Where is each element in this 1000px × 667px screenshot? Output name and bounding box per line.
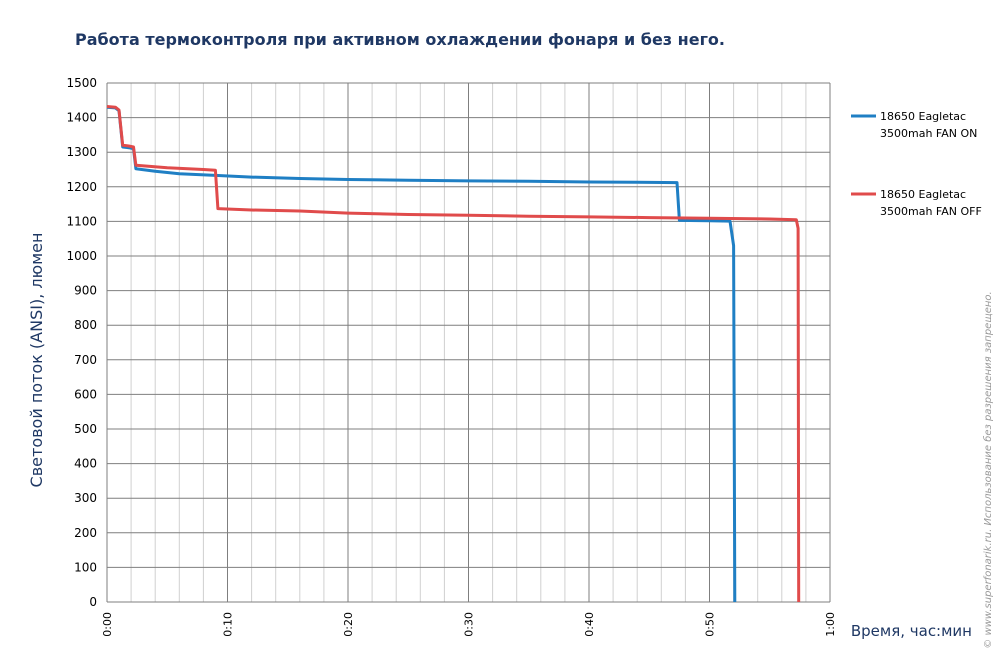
x-tick-label: 0:40 — [583, 612, 596, 637]
x-tick-labels: 0:00 0:10 0:20 0:30 0:40 0:50 1:00 — [101, 612, 837, 637]
legend-label-fan-on-line1: 18650 Eagletac — [880, 110, 966, 123]
y-tick-label: 1300 — [66, 145, 97, 159]
x-tick-label: 1:00 — [824, 612, 837, 637]
x-axis-label: Время, час:мин — [851, 622, 972, 640]
x-tick-label: 0:30 — [463, 612, 476, 637]
y-tick-label: 500 — [74, 422, 97, 436]
y-tick-labels: 0 100 200 300 400 500 600 700 800 900 1000 1100 1200… — [66, 76, 97, 609]
y-tick-label: 600 — [74, 387, 97, 401]
y-tick-label: 300 — [74, 491, 97, 505]
watermark: © www.superfonarik.ru. Использование без… — [982, 291, 994, 648]
series-line-fan-on — [106, 105, 737, 603]
y-tick-label: 0 — [89, 595, 97, 609]
axes — [106, 83, 830, 603]
legend-label-fan-off-line2: 3500mah FAN OFF — [880, 205, 982, 218]
y-tick-label: 400 — [74, 457, 97, 471]
legend: 18650 Eagletac 3500mah FAN ON 18650 Eagl… — [851, 110, 982, 218]
y-tick-label: 700 — [74, 353, 97, 367]
y-tick-label: 1200 — [66, 180, 97, 194]
y-tick-label: 900 — [74, 284, 97, 298]
y-tick-label: 1100 — [66, 214, 97, 228]
y-tick-label: 1000 — [66, 249, 97, 263]
series-layer — [106, 105, 801, 603]
y-tick-label: 1400 — [66, 111, 97, 125]
y-tick-label: 100 — [74, 560, 97, 574]
y-tick-label: 200 — [74, 526, 97, 540]
chart-title: Работа термоконтроля при активном охлажд… — [75, 30, 725, 49]
y-axis-label: Световой поток (ANSI), люмен — [27, 233, 46, 488]
x-tick-label: 0:00 — [101, 612, 114, 637]
x-tick-label: 0:20 — [342, 612, 355, 637]
y-tick-label: 800 — [74, 318, 97, 332]
legend-label-fan-on-line2: 3500mah FAN ON — [880, 127, 977, 140]
y-tick-label: 1500 — [66, 76, 97, 90]
legend-label-fan-off-line1: 18650 Eagletac — [880, 188, 966, 201]
grid — [106, 82, 831, 603]
series-line-fan-off — [106, 105, 801, 603]
x-tick-label: 0:50 — [704, 612, 717, 637]
x-tick-label: 0:10 — [222, 612, 235, 637]
